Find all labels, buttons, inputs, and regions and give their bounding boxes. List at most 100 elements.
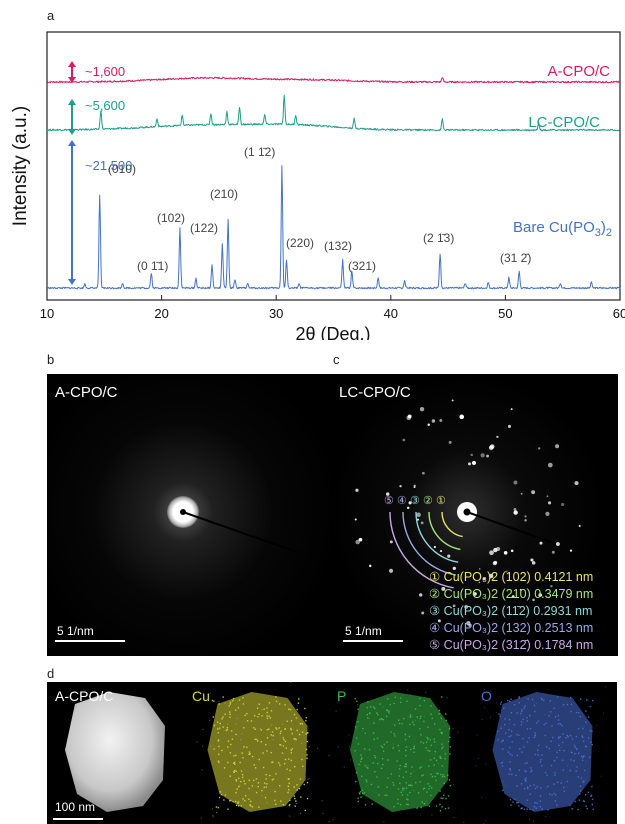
diffraction-spot bbox=[550, 584, 553, 588]
diffraction-spot bbox=[545, 511, 550, 516]
diffraction-spot bbox=[531, 490, 536, 495]
scale-bar-d bbox=[53, 818, 103, 820]
ring-arc-1 bbox=[441, 511, 463, 538]
diffraction-spot bbox=[399, 484, 402, 488]
diffraction-spot bbox=[368, 564, 372, 568]
diffraction-spot bbox=[441, 586, 446, 591]
diffraction-spot bbox=[524, 519, 527, 522]
peak-label-122: (122) bbox=[190, 221, 218, 235]
diffraction-spot bbox=[513, 480, 518, 485]
diffraction-spot bbox=[513, 507, 517, 511]
peak-label-132: (132) bbox=[324, 239, 352, 253]
eds-tile-0 bbox=[65, 692, 165, 812]
ring-arc-5 bbox=[389, 511, 454, 589]
tile-title-o: O bbox=[481, 688, 492, 704]
plot-frame bbox=[46, 31, 621, 301]
diffraction-pattern bbox=[354, 399, 581, 628]
series-label-bare: Bare Cu(PO3)2 bbox=[513, 219, 612, 239]
panel-c-label: c bbox=[333, 352, 340, 367]
diffraction-spot bbox=[555, 542, 560, 546]
diffraction-spot bbox=[478, 568, 481, 570]
diffraction-spot bbox=[488, 573, 494, 579]
scale-bar-c bbox=[343, 640, 403, 642]
ring-marker: ③ bbox=[410, 495, 420, 507]
diffraction-spot bbox=[505, 570, 508, 573]
legend-entry-4: ④ Cu(PO₃)2 (132) 0.2513 nm bbox=[429, 621, 594, 635]
beam-stop-rod bbox=[182, 511, 298, 553]
scale-bar-d-label: 100 nm bbox=[55, 800, 96, 814]
diffraction-spot bbox=[452, 604, 456, 608]
diffraction-spot bbox=[419, 593, 423, 597]
diffraction-spot bbox=[510, 408, 513, 411]
particle-map bbox=[350, 692, 450, 812]
peak-label-210: (210) bbox=[210, 187, 238, 201]
ring-arc-3 bbox=[415, 511, 459, 563]
eds-tile-2 bbox=[332, 689, 465, 823]
diffraction-spot bbox=[489, 550, 494, 556]
panel-d-label: d bbox=[47, 666, 55, 681]
panel-c-title: LC-CPO/C bbox=[339, 384, 411, 401]
diffraction-spot bbox=[431, 419, 436, 423]
scale-bar-b bbox=[55, 640, 125, 642]
xrd-series-1 bbox=[46, 94, 621, 132]
diffraction-spot bbox=[551, 550, 555, 554]
diffraction-spot bbox=[355, 539, 360, 545]
ring-marker: ① bbox=[436, 495, 446, 507]
scale-label-lc: ~5,600 bbox=[85, 98, 125, 113]
diffraction-spot bbox=[561, 502, 565, 507]
particle-map bbox=[492, 692, 593, 812]
panel-b-title: A-CPO/C bbox=[55, 384, 118, 401]
diffraction-spot bbox=[439, 550, 443, 553]
peak-label-010: (010) bbox=[108, 162, 136, 176]
diffraction-spot bbox=[416, 512, 421, 518]
xrd-series-0 bbox=[46, 76, 621, 84]
diffraction-spot bbox=[574, 481, 579, 486]
legend-entry-3: ③ Cu(PO₃)2 (11̄2) 0.2931 nm bbox=[429, 604, 593, 618]
scale-arrow-a bbox=[68, 61, 76, 83]
diffraction-spot bbox=[420, 521, 424, 525]
diffraction-spot bbox=[511, 595, 515, 598]
diffraction-spot bbox=[480, 453, 485, 458]
peak-label-102: (102) bbox=[157, 211, 185, 225]
panel-b-label: b bbox=[47, 352, 55, 367]
diffraction-spot bbox=[406, 506, 410, 510]
tile-title-p: P bbox=[337, 688, 347, 704]
diffraction-spot bbox=[547, 462, 553, 468]
diffraction-spot bbox=[433, 545, 436, 549]
xrd-chart: 10 20 30 40 50 60 2θ (Deg.) Intensity (a.u.) … bbox=[10, 31, 625, 340]
diffraction-spot bbox=[482, 577, 486, 581]
x-tick-label: 60 bbox=[613, 306, 625, 321]
x-tick-label: 40 bbox=[384, 306, 398, 321]
tile-title-cu: Cu bbox=[192, 688, 210, 704]
x-tick-label: 10 bbox=[40, 306, 54, 321]
diffraction-spot bbox=[492, 561, 497, 566]
scale-arrow-bare bbox=[68, 140, 76, 285]
diffraction-spot bbox=[408, 501, 412, 505]
diffraction-spot bbox=[388, 568, 394, 573]
diffraction-spot bbox=[510, 549, 514, 553]
diffraction-spot bbox=[578, 524, 581, 528]
diffraction-spot bbox=[486, 454, 489, 458]
ring-arc-2 bbox=[428, 511, 461, 551]
diffraction-spot bbox=[503, 551, 508, 555]
ring-marker: ⑤ bbox=[384, 495, 394, 507]
diffraction-spot bbox=[407, 414, 412, 419]
diffraction-spot bbox=[532, 598, 535, 602]
diffraction-spot bbox=[546, 495, 549, 498]
diffraction-spot bbox=[548, 501, 552, 505]
diffraction-spot bbox=[427, 423, 430, 426]
diffraction-spot bbox=[538, 593, 543, 597]
legend-entry-1: ① Cu(PO₃)2 (102) 0.4121 nm bbox=[429, 570, 594, 584]
series-label-lc-cpo: LC-CPO/C bbox=[528, 114, 600, 131]
diffraction-spot bbox=[416, 518, 420, 521]
diffraction-spot bbox=[538, 447, 541, 450]
peak-label-1-12: (1 1̄2) bbox=[244, 145, 275, 159]
diffraction-spot bbox=[422, 471, 425, 475]
diffraction-spot bbox=[539, 541, 543, 545]
particle-map bbox=[207, 692, 308, 812]
xrd-series-2 bbox=[46, 165, 621, 290]
diffraction-spot bbox=[413, 486, 416, 489]
diffraction-spot bbox=[439, 419, 443, 422]
scale-label-a: ~1,600 bbox=[85, 64, 125, 79]
